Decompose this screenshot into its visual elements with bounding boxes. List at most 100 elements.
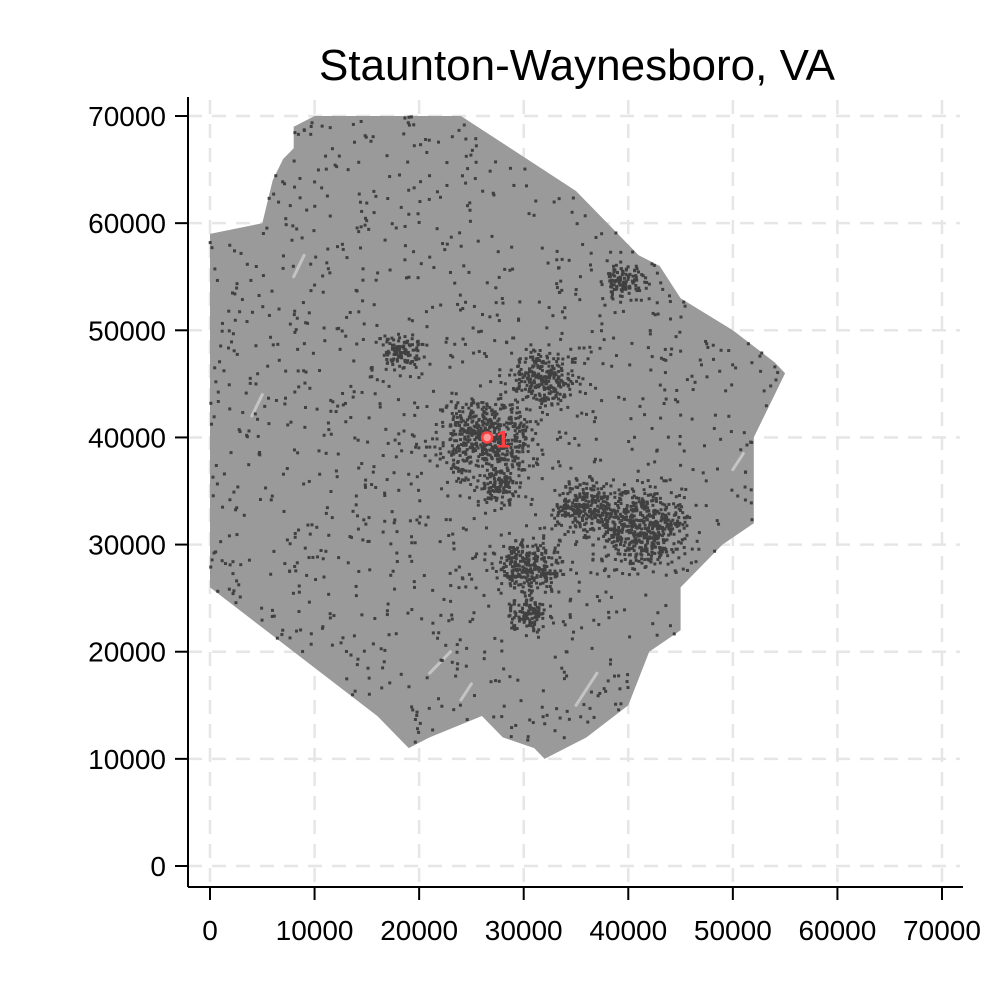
settlement-dot bbox=[626, 518, 630, 522]
settlement-dot bbox=[468, 201, 472, 205]
settlement-dot bbox=[498, 444, 502, 448]
settlement-dot bbox=[621, 525, 625, 529]
settlement-dot bbox=[661, 538, 665, 542]
settlement-dot bbox=[530, 621, 534, 625]
settlement-dot bbox=[571, 520, 575, 524]
settlement-dot bbox=[549, 587, 553, 591]
settlement-dot bbox=[527, 476, 531, 480]
settlement-dot bbox=[517, 358, 521, 362]
settlement-dot bbox=[659, 476, 663, 480]
settlement-dot bbox=[470, 148, 474, 152]
settlement-dot bbox=[449, 235, 453, 239]
settlement-dot bbox=[523, 602, 527, 606]
settlement-dot bbox=[488, 472, 492, 476]
settlement-dot bbox=[578, 483, 582, 487]
settlement-dot bbox=[438, 447, 442, 451]
settlement-dot bbox=[412, 434, 416, 438]
settlement-dot bbox=[417, 220, 421, 224]
settlement-dot bbox=[481, 441, 485, 445]
settlement-dot bbox=[634, 287, 638, 291]
settlement-dot bbox=[511, 387, 515, 391]
settlement-dot bbox=[529, 612, 533, 616]
settlement-dot bbox=[472, 447, 476, 451]
settlement-dot bbox=[526, 371, 530, 375]
settlement-dot bbox=[384, 427, 388, 431]
settlement-dot bbox=[332, 614, 336, 618]
settlement-dot bbox=[521, 398, 525, 402]
settlement-dot bbox=[574, 512, 578, 516]
settlement-dot bbox=[634, 298, 638, 302]
settlement-dot bbox=[469, 411, 473, 415]
settlement-dot bbox=[417, 488, 421, 492]
settlement-dot bbox=[452, 415, 456, 419]
settlement-dot bbox=[309, 289, 313, 293]
settlement-dot bbox=[495, 426, 499, 430]
settlement-dot bbox=[388, 681, 392, 685]
settlement-dot bbox=[626, 528, 630, 532]
settlement-dot bbox=[655, 492, 659, 496]
settlement-dot bbox=[577, 580, 581, 584]
settlement-dot bbox=[529, 355, 533, 359]
settlement-dot bbox=[566, 492, 570, 496]
settlement-dot bbox=[585, 603, 589, 607]
settlement-dot bbox=[416, 339, 420, 343]
settlement-dot bbox=[407, 275, 411, 279]
settlement-dot bbox=[269, 335, 273, 339]
settlement-dot bbox=[468, 455, 472, 459]
settlement-dot bbox=[501, 480, 505, 484]
settlement-dot bbox=[650, 536, 654, 540]
settlement-dot bbox=[637, 526, 641, 530]
settlement-dot bbox=[577, 514, 581, 518]
settlement-dot bbox=[524, 634, 528, 638]
settlement-dot bbox=[610, 541, 614, 545]
settlement-dot bbox=[454, 421, 458, 425]
settlement-dot bbox=[630, 279, 634, 283]
settlement-dot bbox=[482, 458, 486, 462]
settlement-dot bbox=[668, 532, 672, 536]
settlement-dot bbox=[623, 608, 627, 612]
settlement-dot bbox=[484, 407, 488, 411]
settlement-dot bbox=[773, 365, 777, 369]
settlement-dot bbox=[447, 534, 451, 538]
settlement-dot bbox=[659, 281, 663, 285]
settlement-dot bbox=[551, 314, 555, 318]
settlement-dot bbox=[237, 583, 241, 587]
settlement-dot bbox=[438, 457, 442, 461]
settlement-dot bbox=[487, 419, 491, 423]
settlement-dot bbox=[526, 444, 530, 448]
settlement-dot bbox=[715, 519, 719, 523]
settlement-dot bbox=[298, 176, 302, 180]
settlement-dot bbox=[356, 514, 360, 518]
settlement-dot bbox=[488, 492, 492, 496]
settlement-dot bbox=[582, 346, 586, 350]
settlement-dot bbox=[650, 546, 654, 550]
settlement-dot bbox=[643, 492, 647, 496]
settlement-dot bbox=[643, 507, 647, 511]
settlement-dot bbox=[470, 401, 474, 405]
settlement-dot bbox=[633, 567, 637, 571]
settlement-dot bbox=[560, 331, 564, 335]
settlement-dot bbox=[699, 363, 703, 367]
settlement-dot bbox=[492, 450, 496, 454]
settlement-dot bbox=[310, 523, 314, 527]
settlement-dot bbox=[378, 337, 382, 341]
settlement-dot bbox=[370, 366, 374, 370]
settlement-dot bbox=[589, 690, 593, 694]
settlement-dot bbox=[667, 502, 671, 506]
settlement-dot bbox=[535, 397, 539, 401]
settlement-dot bbox=[471, 449, 475, 453]
settlement-dot bbox=[650, 426, 654, 430]
settlement-dot bbox=[352, 634, 356, 638]
settlement-dot bbox=[257, 294, 261, 298]
settlement-dot bbox=[542, 546, 546, 550]
settlement-dot bbox=[465, 431, 469, 435]
settlement-dot bbox=[577, 375, 581, 379]
settlement-dot bbox=[488, 453, 492, 457]
settlement-dot bbox=[448, 518, 452, 522]
settlement-dot bbox=[382, 353, 386, 357]
settlement-dot bbox=[455, 650, 459, 654]
settlement-dot bbox=[592, 514, 596, 518]
settlement-dot bbox=[626, 524, 630, 528]
settlement-dot bbox=[231, 592, 235, 596]
settlement-dot bbox=[615, 536, 619, 540]
